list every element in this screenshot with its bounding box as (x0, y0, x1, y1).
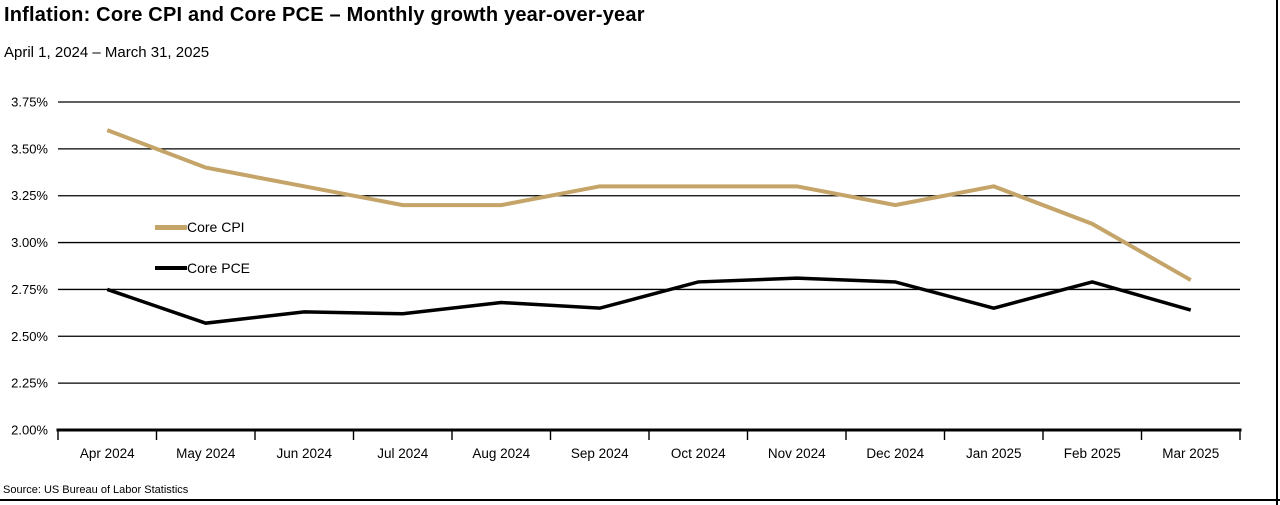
x-tick-label: Jan 2025 (966, 446, 1022, 461)
core-pce-line-swatch-icon (155, 266, 187, 270)
source-note: Source: US Bureau of Labor Statistics (3, 484, 189, 496)
series-line-core-cpi (106, 128, 1192, 282)
bottom-border-rule (0, 499, 1280, 501)
legend-item-core-cpi: Core CPI (155, 219, 245, 235)
series-line-core-pce (106, 276, 1192, 325)
x-tick-label: Jun 2024 (276, 446, 332, 461)
x-tick-label: May 2024 (176, 446, 236, 461)
y-tick-label: 3.75% (11, 95, 48, 110)
legend-item-core-pce: Core PCE (155, 260, 250, 276)
chart-title: Inflation: Core CPI and Core PCE – Month… (4, 4, 645, 26)
x-tick-label: Aug 2024 (472, 446, 530, 461)
y-tick-label: 2.50% (11, 329, 48, 344)
x-tick-label: Jul 2024 (377, 446, 429, 461)
y-tick-label: 3.50% (11, 141, 48, 156)
y-tick-label: 3.00% (11, 235, 48, 250)
x-tick-label: Dec 2024 (866, 446, 924, 461)
core-cpi-line-swatch-icon (155, 224, 187, 230)
y-tick-label: 3.25% (11, 188, 48, 203)
x-tick-label: Mar 2025 (1162, 446, 1219, 461)
chart-subtitle: April 1, 2024 – March 31, 2025 (4, 44, 210, 61)
x-tick-label: Nov 2024 (768, 446, 826, 461)
y-tick-label: 2.75% (11, 282, 48, 297)
legend-label-core-cpi: Core CPI (187, 219, 245, 235)
y-tick-label: 2.00% (11, 423, 48, 438)
legend-label-core-pce: Core PCE (187, 260, 251, 276)
x-tick-label: Oct 2024 (671, 446, 726, 461)
x-tick-label: Feb 2025 (1064, 446, 1121, 461)
right-border-rule (1276, 0, 1278, 505)
y-tick-label: 2.25% (11, 376, 48, 391)
x-tick-label: Apr 2024 (80, 446, 135, 461)
x-tick-label: Sep 2024 (571, 446, 629, 461)
